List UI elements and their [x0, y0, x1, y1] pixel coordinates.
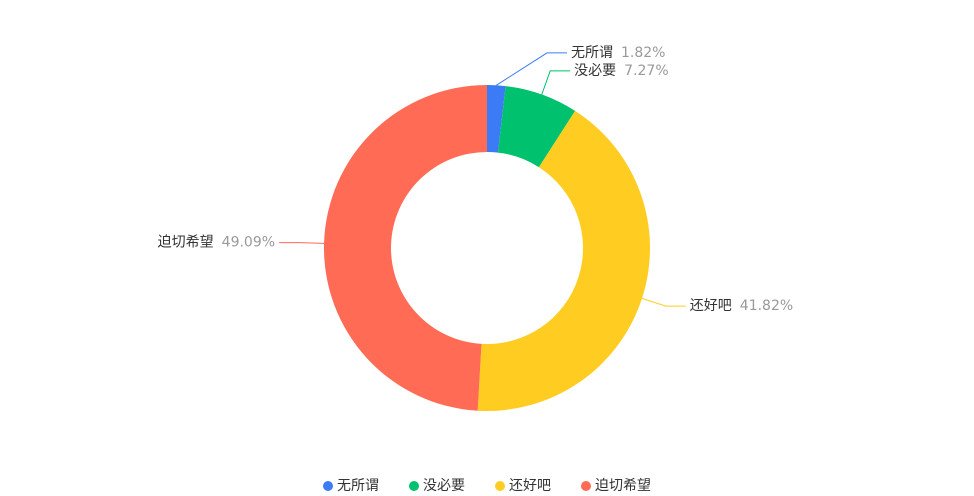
leader-line: [541, 70, 571, 95]
leader-line: [641, 297, 686, 307]
leader-line: [496, 52, 567, 86]
legend-marker: [495, 481, 505, 491]
legend-marker: [323, 481, 333, 491]
leader-line: [279, 242, 325, 244]
slice-label: 还好吧: [690, 298, 732, 314]
legend-marker: [409, 481, 419, 491]
slice-label: 没必要: [574, 63, 616, 79]
slice-value-label: 49.09%: [222, 235, 275, 251]
donut-slice: [477, 110, 651, 412]
slice-value-label: 1.82%: [621, 45, 665, 61]
donut-slice: [324, 85, 487, 411]
legend-marker: [581, 481, 591, 491]
donut-slice: [487, 85, 506, 153]
legend-label: 没必要: [423, 478, 465, 494]
legend-label: 还好吧: [509, 478, 551, 494]
donut-slice: [497, 86, 576, 168]
slice-label: 无所谓: [571, 45, 613, 61]
slice-value-label: 7.27%: [624, 63, 668, 79]
legend-label: 无所谓: [337, 478, 379, 494]
slice-value-label: 41.82%: [740, 298, 793, 314]
legend-label: 迫切希望: [595, 478, 651, 494]
slice-label: 迫切希望: [158, 235, 214, 251]
